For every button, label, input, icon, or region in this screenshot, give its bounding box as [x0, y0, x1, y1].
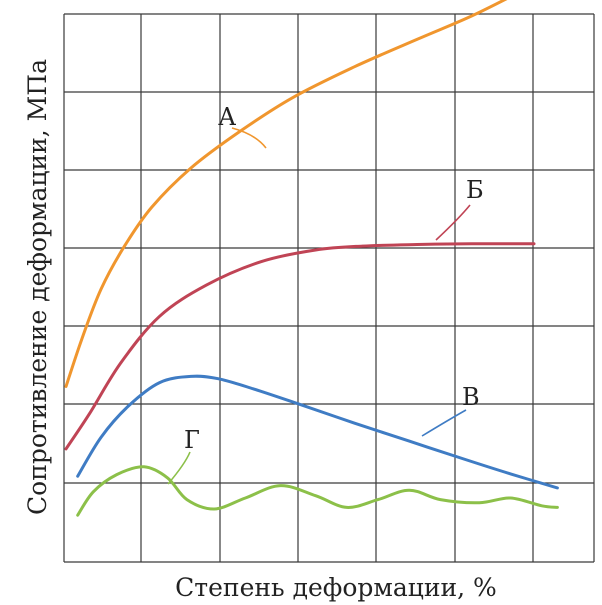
- series-line-1: [64, 0, 508, 388]
- label-leader-line: [421, 409, 467, 437]
- curve-labels: А Б В Г: [167, 103, 484, 485]
- curve-label: А: [218, 103, 236, 131]
- y-axis-label: Сопротивление деформации, МПа: [23, 59, 52, 515]
- label-leader-line: [435, 204, 471, 241]
- label-leader-line: [167, 451, 191, 485]
- label-leader-line: [231, 127, 267, 149]
- grid: [63, 13, 595, 563]
- series-line-2: [64, 242, 536, 451]
- series-line-4: [76, 465, 559, 517]
- curve-label: Г: [184, 426, 200, 454]
- x-axis-label: Степень деформации, %: [175, 573, 497, 602]
- series-line-3: [76, 374, 559, 490]
- series-lines: [64, 0, 559, 517]
- curve-label: Б: [466, 176, 484, 204]
- curve-label: В: [462, 383, 480, 411]
